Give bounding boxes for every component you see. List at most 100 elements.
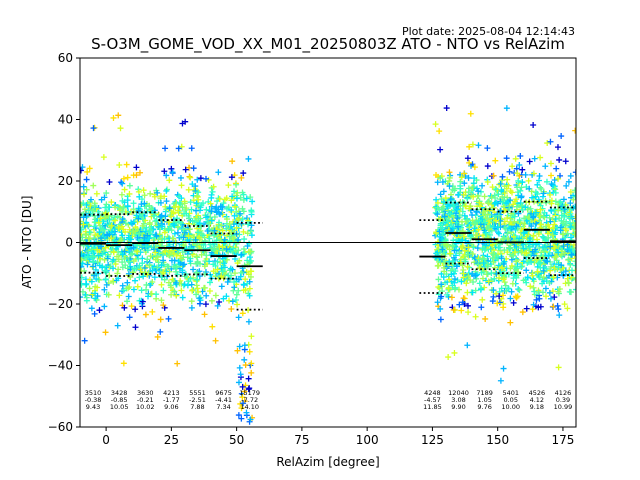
- bin-std-label: 9.06: [164, 403, 178, 411]
- data-point: [513, 243, 520, 250]
- data-point: [498, 255, 505, 262]
- data-point: [247, 273, 254, 280]
- data-point: [484, 271, 491, 278]
- data-point: [518, 184, 525, 191]
- data-point: [124, 203, 131, 210]
- data-point: [203, 292, 210, 299]
- data-point: [193, 291, 200, 298]
- data-point: [514, 203, 521, 210]
- data-point: [572, 193, 576, 200]
- x-tick-label: 125: [421, 433, 444, 447]
- data-point: [572, 203, 576, 210]
- data-point: [489, 298, 496, 305]
- data-point: [157, 199, 164, 206]
- data-point: [555, 364, 562, 371]
- data-point: [157, 316, 164, 323]
- data-point: [193, 240, 200, 247]
- data-point: [471, 164, 478, 171]
- data-point: [511, 218, 518, 225]
- data-point: [175, 145, 182, 152]
- data-point: [122, 262, 129, 269]
- data-point: [90, 207, 97, 214]
- data-point: [173, 279, 180, 286]
- data-point: [242, 286, 249, 293]
- data-point: [227, 265, 234, 272]
- data-point: [178, 182, 185, 189]
- data-point: [115, 266, 122, 273]
- data-point: [168, 291, 175, 298]
- data-point: [446, 183, 453, 190]
- data-point: [499, 173, 506, 180]
- data-point: [169, 169, 176, 176]
- data-point: [121, 304, 128, 311]
- data-point: [247, 194, 254, 201]
- data-point: [461, 170, 468, 177]
- data-point: [91, 223, 98, 230]
- data-point: [108, 229, 115, 236]
- data-point: [110, 278, 117, 285]
- data-point: [542, 285, 549, 292]
- data-point: [158, 274, 165, 281]
- data-point: [434, 204, 441, 211]
- data-point: [119, 208, 126, 215]
- data-point: [466, 159, 473, 166]
- data-point: [80, 234, 86, 241]
- data-point: [193, 253, 200, 260]
- data-point: [194, 225, 201, 232]
- data-point: [105, 291, 112, 298]
- data-point: [446, 169, 453, 176]
- data-point: [227, 247, 234, 254]
- data-point: [96, 222, 103, 229]
- data-point: [441, 268, 448, 275]
- data-point: [172, 203, 179, 210]
- data-point: [187, 258, 194, 265]
- data-point: [509, 189, 516, 196]
- data-point: [224, 278, 231, 285]
- data-point: [451, 286, 458, 293]
- data-point: [472, 231, 479, 238]
- data-point: [226, 233, 233, 240]
- data-point: [94, 246, 101, 253]
- y-tick-label: 60: [58, 51, 73, 65]
- bin-mean-label: -4.41: [215, 396, 232, 404]
- data-point: [160, 287, 167, 294]
- data-point: [104, 232, 111, 239]
- data-point: [125, 285, 132, 292]
- data-point: [489, 204, 496, 211]
- data-point: [550, 303, 557, 310]
- data-point: [80, 226, 85, 233]
- bin-std-label: 9.90: [451, 403, 465, 411]
- data-point: [537, 259, 544, 266]
- data-point: [136, 262, 143, 269]
- data-point: [103, 190, 110, 197]
- data-point: [246, 254, 253, 261]
- data-point: [486, 231, 493, 238]
- data-point: [240, 170, 247, 177]
- data-point: [134, 283, 141, 290]
- data-point: [529, 272, 536, 279]
- data-point: [119, 259, 126, 266]
- data-point: [476, 280, 483, 287]
- data-point: [93, 190, 100, 197]
- data-point: [551, 176, 558, 183]
- data-point: [522, 204, 529, 211]
- data-point: [161, 229, 168, 236]
- data-point: [118, 179, 125, 186]
- data-point: [228, 229, 235, 236]
- data-point: [555, 249, 562, 256]
- data-point: [460, 191, 467, 198]
- data-point: [240, 208, 247, 215]
- data-point: [437, 316, 444, 323]
- data-point: [193, 207, 200, 214]
- data-point: [510, 252, 517, 259]
- data-point: [455, 238, 462, 245]
- data-point: [173, 292, 180, 299]
- data-point: [446, 250, 453, 257]
- data-point: [80, 221, 87, 228]
- data-point: [217, 211, 224, 218]
- data-point: [547, 267, 554, 274]
- data-point: [164, 263, 171, 270]
- data-point: [120, 175, 127, 182]
- data-point: [485, 200, 492, 207]
- data-point: [432, 121, 439, 128]
